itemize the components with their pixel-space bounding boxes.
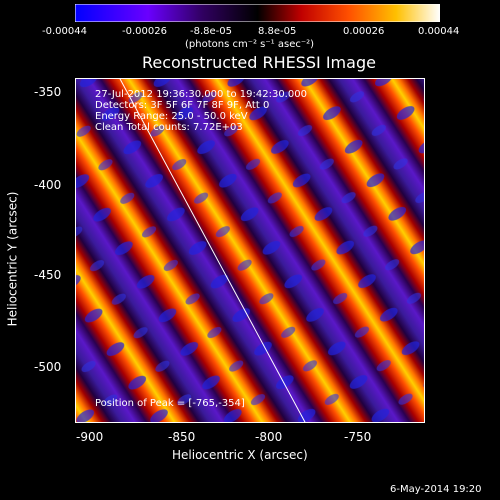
colorbar-units-label: (photons cm⁻² s⁻¹ asec⁻²) <box>185 39 315 50</box>
date-stamp: 6-May-2014 19:20 <box>390 484 482 495</box>
x-axis-label: Heliocentric X (arcsec) <box>172 448 308 462</box>
x-tick-label: -750 <box>344 430 372 444</box>
x-tick-label: -800 <box>255 430 283 444</box>
info-line-1: 27-Jul-2012 19:36:30.000 to 19:42:30.000 <box>95 89 307 100</box>
y-tick-label: -500 <box>34 360 62 374</box>
y-tick-label: -350 <box>34 85 62 99</box>
info-line-2: Detectors: 3F 5F 6F 7F 8F 9F, Att 0 <box>95 100 270 111</box>
peak-position-text: Position of Peak = [-765,-354] <box>95 398 245 409</box>
rhessi-image <box>76 79 424 422</box>
info-line-4: Clean Total counts: 7.72E+03 <box>95 122 243 133</box>
colorbar <box>75 4 440 22</box>
plot-title: Reconstructed RHESSI Image <box>142 53 376 72</box>
x-tick-label: -850 <box>168 430 196 444</box>
colorbar-tick-3: -8.8e-05 <box>190 26 232 37</box>
diagonal-line <box>119 79 306 422</box>
y-tick-label: -400 <box>34 178 62 192</box>
colorbar-tick-4: 8.8e-05 <box>258 26 297 37</box>
colorbar-tick-2: -0.00026 <box>122 26 167 37</box>
y-tick-label: -450 <box>34 268 62 282</box>
plot-area <box>75 78 425 423</box>
info-line-3: Energy Range: 25.0 - 50.0 keV <box>95 111 248 122</box>
colorbar-tick-5: 0.00026 <box>343 26 385 37</box>
colorbar-tick-1: -0.00044 <box>42 26 87 37</box>
y-axis-label: Heliocentric Y (arcsec) <box>5 191 20 327</box>
colorbar-tick-6: 0.00044 <box>418 26 460 37</box>
x-tick-label: -900 <box>76 430 104 444</box>
